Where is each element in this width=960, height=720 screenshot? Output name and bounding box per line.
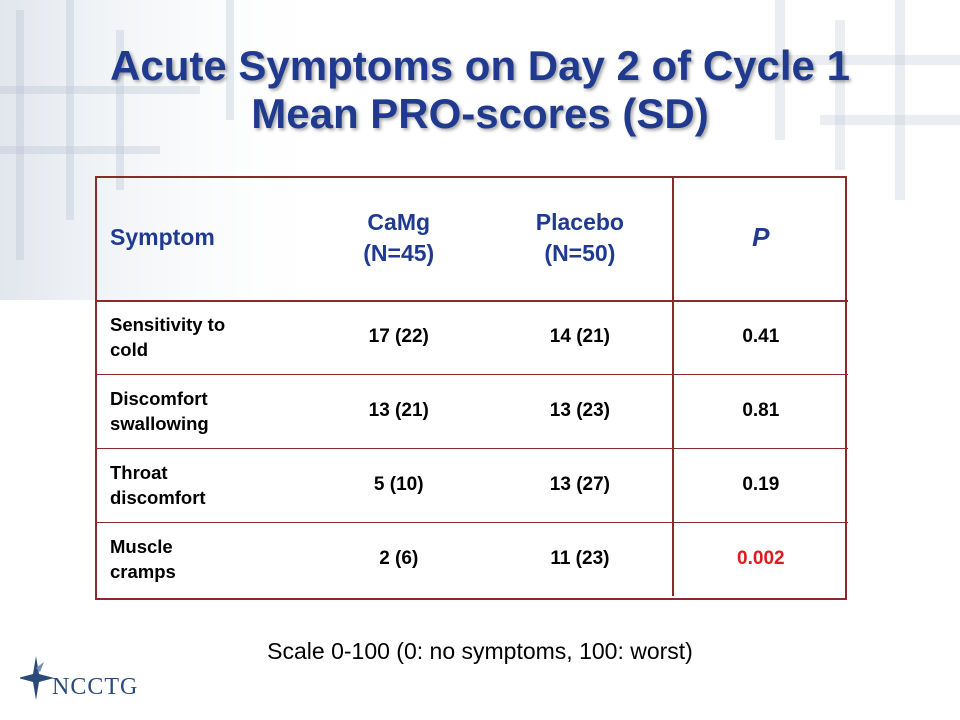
- header-placebo-name: Placebo: [535, 208, 624, 235]
- star-icon: [20, 656, 54, 700]
- header-divider: [96, 300, 848, 302]
- header-p: P: [671, 176, 848, 300]
- header-camg: CaMg (N=45): [309, 176, 488, 300]
- table-header-row: Symptom CaMg (N=45) Placebo (N=50) P: [96, 176, 848, 300]
- symptom-cell: Discomfort swallowing: [96, 373, 310, 448]
- symptom-label-line1: Muscle: [110, 536, 173, 558]
- symptom-label-line2: cramps: [110, 561, 176, 583]
- symptom-cell: Throat discomfort: [96, 447, 310, 522]
- scale-note: Scale 0-100 (0: no symptoms, 100: worst): [267, 638, 693, 664]
- table-row: Discomfort swallowing 13 (21) 13 (23) 0.…: [96, 373, 848, 448]
- header-placebo-n: (N=50): [544, 239, 616, 266]
- header-symptom: Symptom: [110, 224, 215, 251]
- placebo-value: 13 (27): [488, 447, 673, 522]
- camg-value: 5 (10): [309, 447, 489, 522]
- symptom-cell: Muscle cramps: [96, 521, 310, 596]
- camg-value: 13 (21): [309, 373, 489, 448]
- symptom-label-line1: Throat: [110, 462, 168, 483]
- symptom-label-line2: swallowing: [110, 413, 209, 434]
- p-value: 0.41: [671, 299, 848, 374]
- camg-value: 17 (22): [309, 299, 489, 374]
- symptom-label-line2: cold: [110, 339, 149, 360]
- title-line-1: Acute Symptoms on Day 2 of Cycle 1: [110, 42, 850, 89]
- symptom-label-line2: discomfort: [110, 487, 206, 508]
- p-value: 0.19: [671, 447, 848, 522]
- ncctg-logo: [20, 656, 54, 700]
- placebo-value: 14 (21): [488, 299, 673, 374]
- symptom-label-line1: Discomfort: [110, 388, 208, 409]
- placebo-value: 11 (23): [488, 521, 673, 596]
- slide-title: Acute Symptoms on Day 2 of Cycle 1 Mean …: [0, 42, 960, 138]
- p-value-significant: 0.002: [671, 521, 848, 596]
- header-placebo: Placebo (N=50): [488, 176, 673, 300]
- camg-value: 2 (6): [309, 521, 489, 596]
- p-value: 0.81: [671, 373, 848, 448]
- table-row: Sensitivity to cold 17 (22) 14 (21) 0.41: [96, 299, 848, 374]
- logo-text: NCCTG: [52, 674, 139, 700]
- table-row: Throat discomfort 5 (10) 13 (27) 0.19: [96, 447, 848, 522]
- header-camg-name: CaMg: [367, 208, 431, 235]
- symptom-label-line1: Sensitivity to: [110, 314, 226, 335]
- symptom-cell: Sensitivity to cold: [96, 299, 310, 374]
- placebo-value: 13 (23): [488, 373, 673, 448]
- table-row: Muscle cramps 2 (6) 11 (23) 0.002: [96, 521, 848, 596]
- title-line-2: Mean PRO-scores (SD): [251, 90, 709, 137]
- header-camg-n: (N=45): [363, 239, 435, 266]
- pro-scores-table: Symptom CaMg (N=45) Placebo (N=50) P Sen…: [96, 176, 848, 596]
